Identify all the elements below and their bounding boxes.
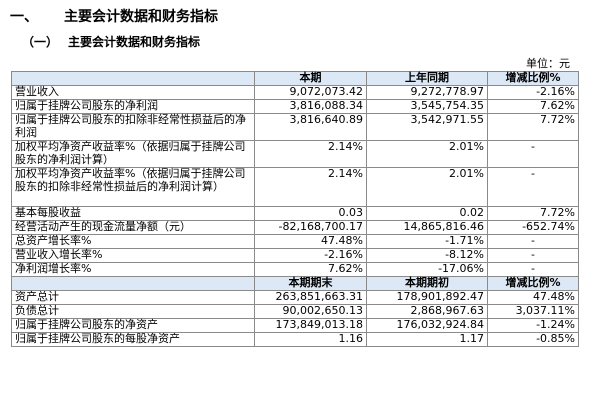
table-row: 资产总计 263,851,663.31 178,901,892.47 47.48… [11, 290, 579, 305]
change-value: -652.74% [487, 220, 579, 235]
prior-value: 2.01% [366, 140, 488, 168]
period-end-value: 1.16 [254, 332, 367, 347]
prior-value: -1.71% [366, 234, 488, 249]
table-row: 加权平均净资产收益率%（依据归属于挂牌公司股东的扣除非经常性损益后的净利润计算）… [11, 167, 579, 207]
table-row: 营业收入增长率% -2.16% -8.12% - [11, 248, 579, 263]
table-row: 营业收入 9,072,073.42 9,272,778.97 -2.16% [11, 85, 579, 100]
change-value: - [487, 234, 579, 249]
table-row: 归属于挂牌公司股东的扣除非经常性损益后的净利润 3,816,640.89 3,5… [11, 113, 579, 141]
row-label: 归属于挂牌公司股东的净利润 [11, 99, 255, 114]
prior-value: 3,542,971.55 [366, 113, 488, 141]
prior-value: -17.06% [366, 262, 488, 277]
section-title: 主要会计数据和财务指标 [64, 9, 218, 25]
row-label: 资产总计 [11, 290, 255, 305]
change-value: 47.48% [487, 290, 579, 305]
period-end-value: 263,851,663.31 [254, 290, 367, 305]
period-start-value: 2,868,967.63 [366, 304, 488, 319]
change-value: - [487, 167, 579, 207]
change-value: - [487, 248, 579, 263]
table-row: 归属于挂牌公司股东的每股净资产 1.16 1.17 -0.85% [11, 332, 579, 347]
change-value: -0.85% [487, 332, 579, 347]
financial-data-table: 本期 上年同期 增减比例% 营业收入 9,072,073.42 9,272,77… [11, 71, 579, 347]
current-value: 2.14% [254, 167, 367, 207]
change-value: - [487, 140, 579, 168]
row-label: 归属于挂牌公司股东的净资产 [11, 318, 255, 333]
table-header-row: 本期 上年同期 增减比例% [11, 71, 579, 86]
table-row: 总资产增长率% 47.48% -1.71% - [11, 234, 579, 249]
header-cell [11, 276, 255, 291]
change-value: -2.16% [487, 85, 579, 100]
current-value: -82,168,700.17 [254, 220, 367, 235]
table-row: 基本每股收益 0.03 0.02 7.72% [11, 206, 579, 221]
current-value: 3,816,088.34 [254, 99, 367, 114]
unit-label: 单位：元 [526, 57, 570, 70]
change-value: 7.72% [487, 113, 579, 141]
header-cell: 本期期初 [366, 276, 488, 291]
prior-value: 2.01% [366, 167, 488, 207]
current-value: 2.14% [254, 140, 367, 168]
period-end-value: 90,002,650.13 [254, 304, 367, 319]
row-label: 归属于挂牌公司股东的每股净资产 [11, 332, 255, 347]
row-label: 归属于挂牌公司股东的扣除非经常性损益后的净利润 [11, 113, 255, 141]
current-value: -2.16% [254, 248, 367, 263]
change-value: 7.62% [487, 99, 579, 114]
prior-value: 14,865,816.46 [366, 220, 488, 235]
header-cell [11, 71, 255, 86]
header-cell: 上年同期 [366, 71, 488, 86]
section-number: 一、 [10, 9, 38, 25]
current-value: 9,072,073.42 [254, 85, 367, 100]
header-cell: 增减比例% [487, 276, 579, 291]
table-row: 加权平均净资产收益率%（依据归属于挂牌公司股东的净利润计算） 2.14% 2.0… [11, 140, 579, 168]
period-start-value: 178,901,892.47 [366, 290, 488, 305]
table-row: 归属于挂牌公司股东的净利润 3,816,088.34 3,545,754.35 … [11, 99, 579, 114]
row-label: 加权平均净资产收益率%（依据归属于挂牌公司股东的净利润计算） [11, 140, 255, 168]
row-label: 总资产增长率% [11, 234, 255, 249]
row-label: 基本每股收益 [11, 206, 255, 221]
header-cell: 增减比例% [487, 71, 579, 86]
prior-value: 0.02 [366, 206, 488, 221]
current-value: 47.48% [254, 234, 367, 249]
row-label: 营业收入增长率% [11, 248, 255, 263]
table-row: 归属于挂牌公司股东的净资产 173,849,013.18 176,032,924… [11, 318, 579, 333]
row-label: 加权平均净资产收益率%（依据归属于挂牌公司股东的扣除非经常性损益后的净利润计算） [11, 167, 255, 207]
period-start-value: 1.17 [366, 332, 488, 347]
period-start-value: 176,032,924.84 [366, 318, 488, 333]
table-row: 净利润增长率% 7.62% -17.06% - [11, 262, 579, 277]
prior-value: 9,272,778.97 [366, 85, 488, 100]
section-heading: 一、 主要会计数据和财务指标 [10, 6, 218, 26]
subsection-heading: （一） 主要会计数据和财务指标 [22, 33, 200, 50]
header-cell: 本期期末 [254, 276, 367, 291]
change-value: 3,037.11% [487, 304, 579, 319]
row-label: 营业收入 [11, 85, 255, 100]
subsection-title: 主要会计数据和财务指标 [68, 35, 201, 49]
row-label: 经营活动产生的现金流量净额（元） [11, 220, 255, 235]
period-end-value: 173,849,013.18 [254, 318, 367, 333]
table-header-row: 本期期末 本期期初 增减比例% [11, 276, 579, 291]
header-cell: 本期 [254, 71, 367, 86]
table-row: 经营活动产生的现金流量净额（元） -82,168,700.17 14,865,8… [11, 220, 579, 235]
current-value: 7.62% [254, 262, 367, 277]
change-value: -1.24% [487, 318, 579, 333]
current-value: 0.03 [254, 206, 367, 221]
subsection-number: （一） [22, 35, 59, 49]
row-label: 负债总计 [11, 304, 255, 319]
table-row: 负债总计 90,002,650.13 2,868,967.63 3,037.11… [11, 304, 579, 319]
prior-value: -8.12% [366, 248, 488, 263]
change-value: 7.72% [487, 206, 579, 221]
prior-value: 3,545,754.35 [366, 99, 488, 114]
current-value: 3,816,640.89 [254, 113, 367, 141]
change-value: - [487, 262, 579, 277]
row-label: 净利润增长率% [11, 262, 255, 277]
